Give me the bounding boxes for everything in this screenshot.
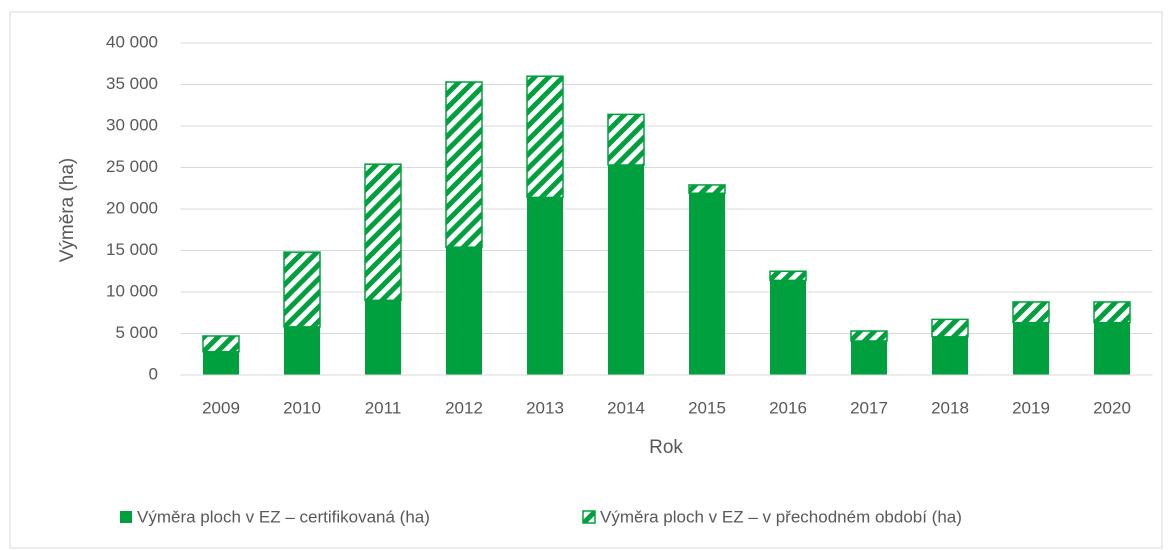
bar-segment — [1094, 322, 1130, 375]
bar-segment — [851, 340, 887, 375]
y-tick-label: 40 000 — [106, 32, 158, 51]
bar-segment — [770, 280, 806, 375]
y-tick-label: 10 000 — [106, 281, 158, 300]
chart-frame — [9, 11, 1163, 549]
x-tick-label: 2012 — [445, 398, 483, 417]
y-tick-label: 25 000 — [106, 157, 158, 176]
bar-segment — [445, 81, 483, 248]
bar-segment — [688, 184, 726, 194]
bar-segment — [203, 351, 239, 375]
bar-segment — [364, 163, 402, 302]
y-tick-label: 35 000 — [106, 74, 158, 93]
bar-segment — [202, 335, 240, 353]
x-tick-label: 2014 — [607, 398, 645, 417]
bar-segment — [932, 336, 968, 375]
legend-label: Výměra ploch v EZ – v přechodném období … — [600, 507, 962, 526]
x-tick-label: 2009 — [202, 398, 240, 417]
x-tick-label: 2015 — [688, 398, 726, 417]
bar-segment — [850, 330, 888, 342]
y-tick-label: 0 — [149, 364, 158, 383]
x-tick-label: 2011 — [365, 398, 402, 417]
bar-segment — [1093, 301, 1131, 324]
y-axis-title: Výměra (ha) — [57, 158, 78, 263]
x-tick-label: 2019 — [1012, 398, 1050, 417]
x-tick-label: 2020 — [1093, 398, 1131, 417]
bar-segment — [769, 270, 807, 282]
bar-segment — [526, 75, 564, 199]
bar-segment — [689, 193, 725, 375]
bar-segment — [931, 318, 969, 338]
x-tick-label: 2010 — [283, 398, 321, 417]
bar-segment — [284, 326, 320, 375]
y-tick-label: 5 000 — [115, 323, 158, 342]
bar-segment — [1012, 301, 1050, 324]
bar-segment — [1013, 322, 1049, 375]
x-tick-label: 2016 — [769, 398, 807, 417]
bar-segment — [607, 113, 645, 166]
bar-segment — [365, 300, 401, 375]
legend-marker — [120, 511, 132, 523]
x-tick-label: 2018 — [931, 398, 969, 417]
x-tick-label: 2013 — [526, 398, 564, 417]
bar-segment — [608, 165, 644, 375]
legend-marker — [582, 510, 596, 524]
y-tick-label: 30 000 — [106, 115, 158, 134]
legend-label: Výměra ploch v EZ – certifikovaná (ha) — [137, 507, 430, 526]
x-axis-title: Rok — [649, 437, 683, 458]
y-tick-label: 20 000 — [106, 198, 158, 217]
bar-segment — [527, 197, 563, 375]
y-tick-label: 15 000 — [106, 240, 158, 259]
bar-segment — [283, 251, 321, 328]
bar-segment — [446, 247, 482, 375]
x-tick-label: 2017 — [850, 398, 888, 417]
